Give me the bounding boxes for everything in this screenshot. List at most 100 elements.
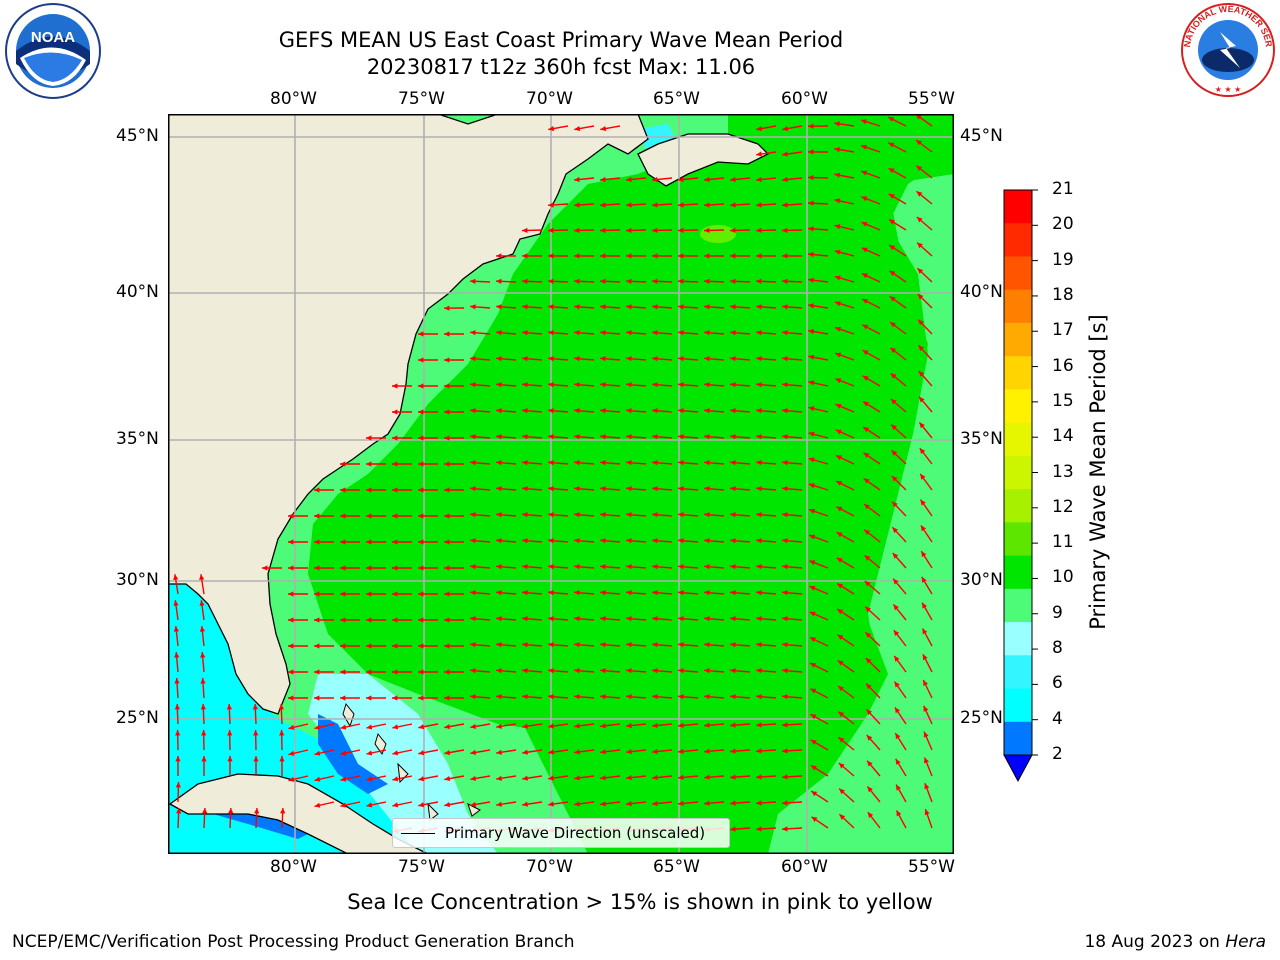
wave-direction-arrowhead [574, 278, 580, 284]
wave-direction-arrowhead [626, 227, 632, 233]
wave-direction-arrowhead [496, 723, 502, 729]
wave-direction-arrowhead [652, 512, 658, 518]
wave-direction-arrowhead [418, 724, 425, 730]
wave-direction-arrowhead [574, 694, 580, 700]
wave-direction-arrowhead [652, 668, 658, 674]
wave-direction-arrowhead [522, 227, 528, 233]
wave-direction-arrowhead [600, 538, 606, 544]
footer-date: 18 Aug 2023 on Hera [1084, 932, 1266, 952]
wave-direction-arrowhead [808, 380, 815, 386]
wave-direction-arrowhead [678, 668, 684, 674]
footer-date-text: 18 Aug 2023 on [1084, 932, 1226, 952]
wave-direction-arrowhead [470, 434, 476, 440]
wave-direction-arrowhead [730, 748, 736, 754]
lat-label-right-35n: 35°N [960, 429, 1003, 449]
wave-direction-arrowhead [782, 538, 788, 544]
wave-direction-arrowhead [756, 278, 762, 284]
wave-direction-arrowhead [600, 668, 606, 674]
wave-direction-arrowhead [314, 750, 321, 756]
wave-direction-arrowhead [444, 305, 450, 311]
wave-direction-arrowhead [366, 617, 372, 623]
wave-direction-arrowhead [808, 406, 815, 412]
wave-direction-arrowhead [600, 460, 606, 466]
wave-direction-arrowhead [808, 149, 814, 155]
wave-direction-arrowhead [678, 408, 684, 414]
wave-direction-arrowhead [418, 539, 424, 545]
sea-ice-note: Sea Ice Concentration > 15% is shown in … [347, 890, 933, 914]
colorbar-band [1004, 721, 1032, 756]
lon-label-top-65w: 65°W [653, 89, 700, 109]
wave-direction-arrowhead [893, 578, 899, 585]
wave-direction-arrowhead [836, 506, 843, 512]
wave-direction-arrowhead [574, 590, 580, 596]
colorbar-band [1004, 655, 1032, 690]
wave-direction-arrowhead [919, 422, 925, 429]
wave-direction-arrowhead [838, 737, 845, 743]
wave-direction-arrowhead [366, 724, 373, 730]
wave-direction-arrowhead [864, 504, 870, 510]
svg-text:★ ★ ★: ★ ★ ★ [1215, 85, 1242, 94]
map-grid [168, 114, 954, 854]
wave-direction-arrowhead [175, 730, 181, 736]
wave-direction-arrowhead [600, 775, 606, 781]
wave-direction-arrowhead [810, 663, 817, 668]
wave-direction-arrowhead [834, 301, 841, 307]
wave-direction-arrowhead [522, 278, 528, 284]
wave-direction-arrowhead [704, 694, 710, 700]
wave-direction-arrowhead [892, 553, 899, 559]
wave-direction-arrowhead [574, 486, 580, 492]
wave-direction-arrowhead [496, 512, 502, 518]
wave-direction-arrowhead [522, 304, 528, 310]
wave-direction-arrowhead [340, 669, 346, 675]
wave-direction-arrowhead [574, 202, 580, 208]
wave-direction-arrowhead [756, 564, 762, 570]
wave-direction-arrowhead [782, 774, 788, 780]
wave-direction-arrowhead [470, 590, 476, 596]
wave-direction-arrowhead [652, 486, 658, 492]
wave-direction-arrowhead [782, 202, 788, 208]
wave-direction-arrowhead [835, 404, 842, 409]
colorbar-band [1004, 555, 1032, 590]
wave-direction-arrowhead [756, 512, 762, 518]
wave-direction-arrowhead [444, 643, 450, 649]
wave-direction-arrowhead [522, 330, 528, 336]
footer-credit: NCEP/EMC/Verification Post Processing Pr… [12, 932, 575, 952]
wave-direction-arrowhead [600, 512, 606, 518]
wave-direction-arrowhead [470, 304, 476, 310]
wave-direction-arrowhead [548, 775, 554, 781]
wave-direction-arrowhead [834, 249, 841, 255]
lon-label-top-70w: 70°W [526, 89, 573, 109]
wave-direction-arrowhead [756, 356, 762, 362]
wave-direction-arrowhead [418, 591, 424, 597]
lon-label-bottom-65w: 65°W [653, 857, 700, 877]
wave-direction-arrowhead [652, 304, 658, 310]
noaa-logo: NOAA [4, 2, 102, 100]
wave-direction-arrowhead [444, 435, 450, 441]
wave-direction-arrowhead [600, 564, 606, 570]
wave-direction-arrowhead [600, 253, 606, 259]
wave-direction-arrowhead [314, 643, 320, 649]
wave-direction-arrowhead [574, 801, 580, 807]
wave-direction-arrowhead [756, 694, 762, 700]
wave-direction-arrowhead [278, 704, 284, 710]
wave-direction-arrowhead [548, 801, 554, 807]
wave-direction-arrowhead [730, 460, 736, 466]
wave-direction-arrowhead [600, 590, 606, 596]
lat-label-left-45n: 45°N [116, 126, 159, 146]
wave-direction-arrowhead [730, 616, 736, 622]
wave-direction-arrowhead [704, 408, 710, 414]
wave-direction-arrowhead [288, 669, 294, 675]
wave-direction-arrowhead [652, 722, 658, 729]
wave-direction-arrowhead [652, 748, 658, 755]
wave-direction-arrowhead [678, 227, 684, 233]
wave-direction-arrowhead [678, 202, 684, 208]
wave-direction-arrowhead [496, 694, 502, 700]
wave-direction-arrowhead [782, 227, 788, 233]
lon-label-top-55w: 55°W [908, 89, 955, 109]
wave-direction-arrowhead [626, 512, 632, 518]
wave-direction-arrowhead [782, 382, 788, 388]
wave-direction-arrowhead [704, 722, 710, 728]
wave-direction-arrowhead [839, 814, 846, 820]
wave-direction-arrowhead [340, 724, 347, 730]
wave-direction-arrowhead [917, 242, 923, 249]
